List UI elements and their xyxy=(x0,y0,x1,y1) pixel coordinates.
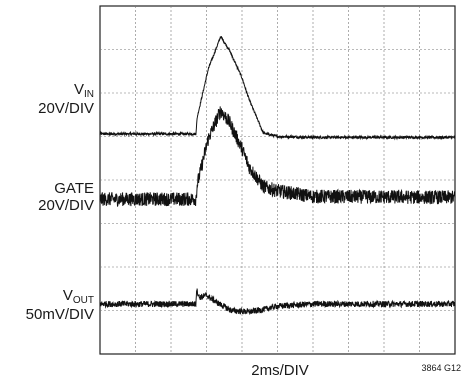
vout-scale: 50mV/DIV xyxy=(25,306,94,323)
vin-trace xyxy=(99,35,456,141)
gate-channel-label: GATE 20V/DIV xyxy=(38,180,94,214)
gate-scale: 20V/DIV xyxy=(38,197,94,214)
vin-name: V xyxy=(73,81,84,98)
traces xyxy=(99,35,456,315)
vout-channel-label: VOUT 50mV/DIV xyxy=(26,287,94,323)
vin-channel-label: VIN 20V/DIV xyxy=(38,81,94,117)
vout-trace xyxy=(99,288,456,315)
vin-scale: 20V/DIV xyxy=(38,100,94,117)
vin-name-sub: IN xyxy=(84,89,94,100)
vout-name: V xyxy=(62,287,73,304)
gate-trace xyxy=(99,106,456,207)
timebase-label: 2ms/DIV xyxy=(251,362,309,379)
grid xyxy=(99,5,456,355)
vout-name-sub: OUT xyxy=(72,295,94,306)
figure-id: 3864 G12 xyxy=(421,363,461,373)
gate-name: GATE xyxy=(54,180,94,197)
